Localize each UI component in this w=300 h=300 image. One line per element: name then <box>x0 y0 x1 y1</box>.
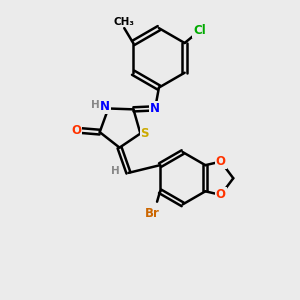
Text: O: O <box>71 124 82 137</box>
Text: O: O <box>216 188 226 201</box>
Text: N: N <box>149 102 160 115</box>
Text: Cl: Cl <box>193 24 206 37</box>
Text: CH₃: CH₃ <box>114 16 135 27</box>
Text: N: N <box>100 100 110 113</box>
Text: O: O <box>216 155 226 168</box>
Text: S: S <box>141 127 149 140</box>
Text: H: H <box>92 100 100 110</box>
Text: Br: Br <box>145 206 160 220</box>
Text: H: H <box>111 167 119 176</box>
